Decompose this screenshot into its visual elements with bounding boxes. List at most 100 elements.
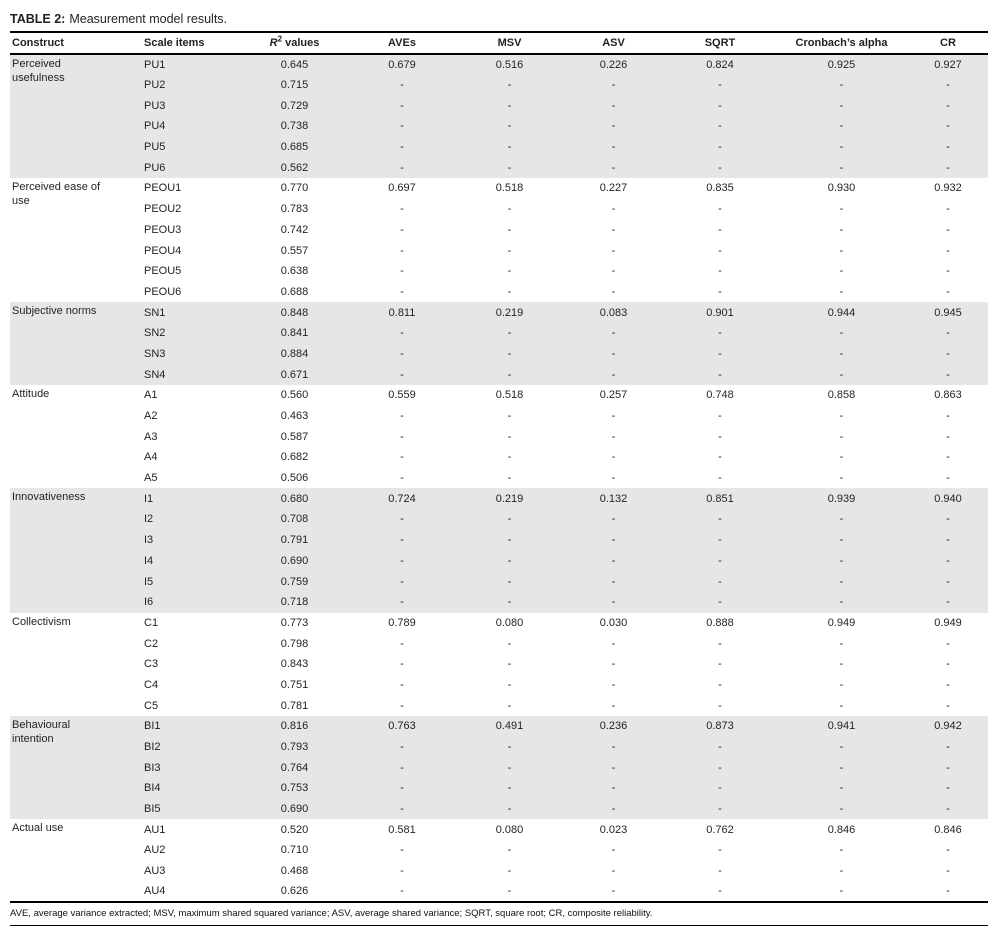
cr-cell: -: [908, 95, 988, 117]
alpha-cell: -: [839, 430, 844, 443]
ave-cell: -: [400, 203, 404, 216]
r2-cell: 0.715: [242, 74, 347, 96]
r2-cell: 0.680: [242, 488, 347, 510]
sqrt-cell: 0.748: [706, 389, 734, 402]
msv-cell: 0.518: [495, 182, 524, 195]
table-row: I3 0.791- - - - - -: [10, 529, 988, 551]
msv-cell: -: [507, 472, 512, 485]
table-row: C3 0.843 - - - - - -: [10, 654, 988, 675]
asv-cell: -: [611, 658, 616, 671]
scale-item-cell: I4: [142, 550, 242, 572]
ave-cell: -: [400, 658, 404, 671]
scale-item-cell: C2: [144, 637, 159, 650]
r2-cell: 0.671: [242, 364, 347, 385]
cr-cell: -: [908, 757, 988, 779]
sqrt-cell: -: [665, 509, 775, 530]
msv-cell: -: [457, 157, 562, 179]
ave-cell: -: [347, 157, 457, 179]
sqrt-cell: -: [665, 571, 775, 592]
asv-cell: 0.030: [599, 616, 628, 629]
r2-cell: 0.729: [242, 95, 347, 117]
cr-cell: -: [908, 343, 988, 365]
cr-cell: 0.927: [908, 54, 988, 75]
asv-cell: -: [562, 136, 665, 158]
r2-cell: 0.557: [280, 244, 309, 257]
sqrt-cell: -: [665, 364, 775, 385]
column-header-asv: ASV: [562, 33, 665, 55]
sqrt-cell: -: [718, 430, 722, 443]
table-row: AU3 0.468 - - - - - -: [10, 861, 988, 882]
msv-cell: -: [457, 757, 562, 779]
sqrt-cell: -: [718, 637, 722, 650]
table-row: A4 0.682 - - - - - -: [10, 447, 988, 468]
asv-cell: -: [562, 529, 665, 551]
ave-cell: -: [347, 116, 457, 137]
table-row: Behavioural intention BI1 0.816 0.763 0.491 0…: [10, 716, 988, 820]
msv-cell: 0.219: [457, 488, 562, 510]
scale-item-cell: I2: [142, 509, 242, 530]
alpha-cell: -: [839, 203, 844, 216]
construct-cell: Attitude: [12, 388, 50, 400]
cr-cell: 0.949: [934, 616, 962, 629]
msv-cell: -: [457, 778, 562, 799]
asv-cell: -: [611, 244, 616, 257]
alpha-cell: -: [775, 736, 908, 758]
scale-item-cell: PU6: [142, 157, 242, 179]
asv-cell: -: [611, 265, 616, 278]
table-row: PU3 0.729- - - - - -: [10, 95, 988, 117]
sqrt-cell: -: [665, 95, 775, 117]
table-row: BI4 0.753- - - - - -: [10, 778, 988, 799]
cr-cell: -: [946, 265, 950, 278]
msv-cell: -: [457, 95, 562, 117]
cr-cell: -: [908, 571, 988, 592]
r2-cell: 0.773: [280, 616, 309, 629]
column-header-construct: Construct: [10, 33, 142, 55]
table-row: C4 0.751 - - - - - -: [10, 675, 988, 696]
msv-cell: 0.516: [457, 54, 562, 75]
ave-cell: -: [347, 736, 457, 758]
table-row: BI5 0.690- - - - - -: [10, 798, 988, 820]
alpha-cell: -: [839, 244, 844, 257]
asv-cell: -: [562, 757, 665, 779]
table-row: Subjective norms SN1 0.848 0.811 0.219 0.083 0…: [10, 302, 988, 385]
table-row: Attitude A1 0.560 0.559 0.518 0.257 0.748 0.858…: [10, 385, 988, 406]
ave-cell: -: [347, 136, 457, 158]
alpha-cell: -: [775, 74, 908, 96]
cr-cell: -: [908, 736, 988, 758]
ave-cell: 0.724: [347, 488, 457, 510]
scale-item-cell: SN2: [142, 322, 242, 344]
ave-cell: 0.581: [388, 823, 416, 836]
scale-item-cell: I5: [142, 571, 242, 592]
alpha-cell: 0.944: [775, 302, 908, 323]
cr-cell: 0.942: [908, 716, 988, 737]
cr-cell: -: [908, 74, 988, 96]
table-row: A2 0.463 - - - - - -: [10, 406, 988, 427]
msv-cell: 0.491: [457, 716, 562, 737]
r2-cell: 0.645: [242, 54, 347, 75]
alpha-cell: -: [775, 343, 908, 365]
r2-cell: 0.791: [242, 529, 347, 551]
cr-cell: 0.846: [934, 823, 962, 836]
msv-cell: -: [507, 430, 512, 443]
ave-cell: -: [347, 591, 457, 613]
scale-item-cell: SN4: [142, 364, 242, 385]
r2-cell: 0.560: [280, 389, 309, 402]
r2-cell: 0.738: [242, 116, 347, 137]
ave-cell: -: [347, 364, 457, 385]
alpha-cell: -: [775, 509, 908, 530]
r2-cell: 0.562: [242, 157, 347, 179]
ave-cell: -: [347, 343, 457, 365]
ave-cell: -: [400, 678, 404, 691]
table-body: Perceived usefulness PU1 0.645 0.679 0.516 0.…: [10, 54, 988, 902]
alpha-cell: -: [775, 116, 908, 137]
table-row: SN3 0.884- - - - - -: [10, 343, 988, 365]
sqrt-cell: 0.835: [706, 182, 734, 195]
table-row: PU5 0.685- - - - - -: [10, 136, 988, 158]
construct-cell: Perceived usefulness: [10, 54, 142, 179]
alpha-cell: -: [775, 364, 908, 385]
asv-cell: -: [611, 885, 616, 898]
column-header-item: Scale items: [142, 33, 242, 55]
alpha-cell: -: [775, 529, 908, 551]
scale-item-cell: SN1: [142, 302, 242, 323]
